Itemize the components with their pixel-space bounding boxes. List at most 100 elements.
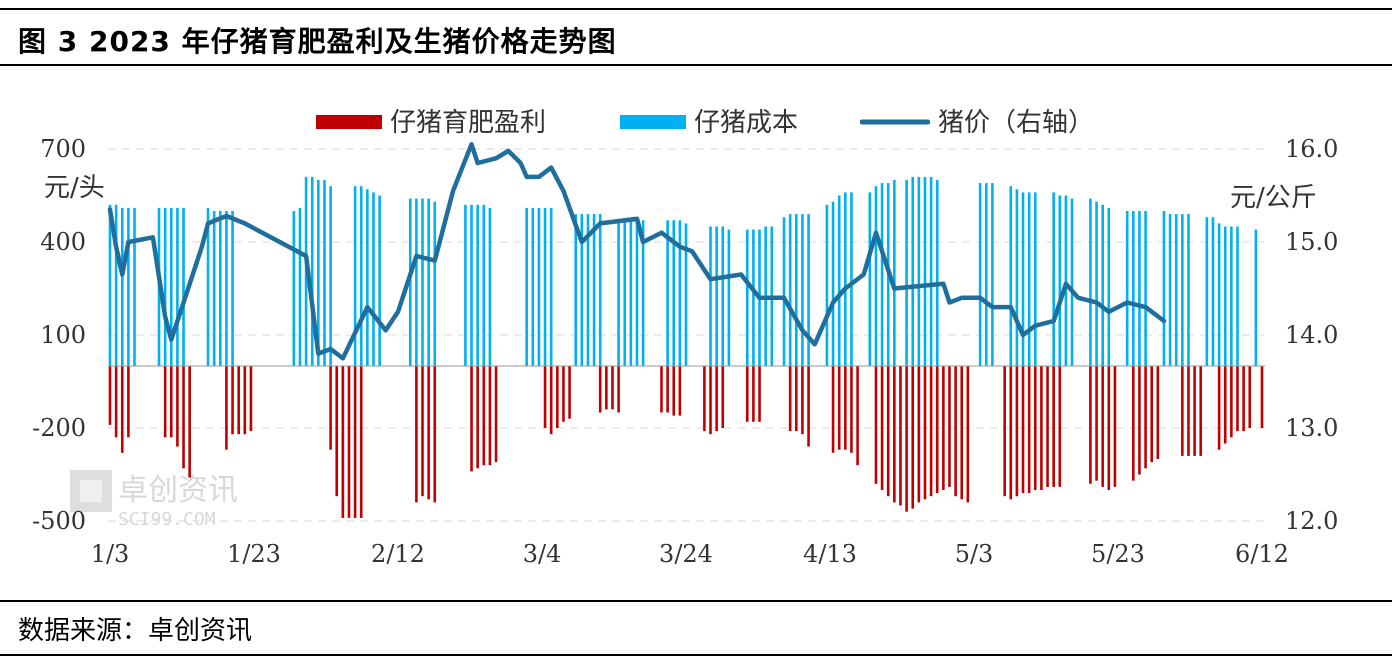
cost-bar-104 <box>1138 211 1141 366</box>
profit-bar-43 <box>709 366 712 435</box>
profit-bar-41 <box>678 366 682 416</box>
cost-bar-46 <box>598 214 602 366</box>
chart: 卓创资讯 SCI99.COM 700 400 100 -200 -500 16.0 15.… <box>32 108 1338 568</box>
cost-bar-7 <box>169 207 173 366</box>
profit-bar-10 <box>231 366 234 435</box>
cost-bar-90 <box>1015 189 1019 366</box>
cost-bar-117 <box>1254 229 1258 366</box>
left-tick-label: 700 <box>40 135 86 163</box>
cost-bar-116 <box>1236 226 1239 366</box>
profit-bar-51 <box>801 366 804 435</box>
cost-bar-109 <box>1181 214 1184 366</box>
profit-bar-96 <box>1193 366 1196 456</box>
profit-bar-70 <box>948 366 951 487</box>
left-tick-label: -500 <box>32 507 86 535</box>
left-axis-unit: 元/头 <box>44 173 105 203</box>
profit-bar-89 <box>1132 366 1135 481</box>
profit-bar-97 <box>1199 366 1203 456</box>
cost-bar-48 <box>623 220 627 366</box>
legend: 仔猪育肥盈利 仔猪成本 猪价（右轴） <box>316 108 1094 138</box>
profit-bar-102 <box>1242 366 1245 432</box>
right-tick-label: 13.0 <box>1285 414 1338 442</box>
cost-bar-2 <box>120 207 124 366</box>
cost-bar-40 <box>543 207 547 366</box>
x-tick-label: 5/23 <box>1091 540 1145 568</box>
x-tick-label: 3/4 <box>523 540 562 568</box>
left-tick-label: 100 <box>40 321 86 349</box>
profit-bar-24 <box>470 366 473 472</box>
watermark-text: 卓创资讯 <box>118 473 238 508</box>
profit-bar-95 <box>1187 366 1190 456</box>
cost-bar-93 <box>1033 192 1037 366</box>
profit-bar-7 <box>182 366 185 469</box>
cost-bar-88 <box>991 183 994 366</box>
cost-bar-80 <box>905 180 908 366</box>
end-rule <box>0 654 1392 656</box>
profit-bar-50 <box>794 366 798 432</box>
cost-bar-41 <box>549 207 553 366</box>
line-series <box>107 142 1167 361</box>
profit-bar-38 <box>660 366 663 413</box>
cost-bar-49 <box>629 220 633 366</box>
profit-bar-100 <box>1230 366 1233 438</box>
profit-bar-75 <box>1009 366 1013 500</box>
profit-bar-16 <box>341 366 345 518</box>
title-rule <box>0 64 1392 66</box>
profit-bar-34 <box>598 366 602 413</box>
cost-bar-44 <box>586 214 590 366</box>
cost-bar-26 <box>378 195 381 366</box>
right-axis-unit: 元/公斤 <box>1230 183 1317 213</box>
profit-bar-92 <box>1150 366 1154 463</box>
profit-bar-0 <box>108 366 112 425</box>
cost-bar-28 <box>415 198 418 366</box>
cost-bar-19 <box>317 180 320 366</box>
profit-bar-101 <box>1236 366 1239 432</box>
cost-bar-8 <box>176 207 179 366</box>
cost-bar-51 <box>641 220 645 366</box>
cost-bar-73 <box>844 192 847 366</box>
profit-bar-104 <box>1260 366 1264 428</box>
cost-bar-58 <box>721 226 725 366</box>
profit-bar-33 <box>568 366 571 419</box>
profit-bar-27 <box>488 366 492 466</box>
profit-bar-87 <box>1107 366 1111 490</box>
cost-bar-20 <box>323 180 326 366</box>
profit-bar-76 <box>1015 366 1019 497</box>
profit-bar-80 <box>1040 366 1043 490</box>
cost-bar-1 <box>114 204 118 366</box>
cost-bar-68 <box>801 214 804 366</box>
profit-bar-54 <box>837 366 841 450</box>
cost-bar-45 <box>592 214 596 366</box>
cost-bar-35 <box>482 204 486 366</box>
profit-bar-98 <box>1217 366 1221 450</box>
cost-bar-0 <box>108 204 112 366</box>
cost-bar-43 <box>580 214 584 366</box>
cost-bar-86 <box>978 183 982 366</box>
profit-bar-61 <box>893 366 896 503</box>
cost-bar-77 <box>880 183 884 366</box>
profit-bar-64 <box>911 366 915 509</box>
profit-bar-6 <box>176 366 179 447</box>
left-tick-label: -200 <box>32 414 86 442</box>
profit-bar-23 <box>433 366 437 503</box>
cost-bar-31 <box>433 201 437 366</box>
cost-bar-114 <box>1223 226 1227 366</box>
profit-bar-30 <box>549 366 553 435</box>
watermark-sub: SCI99.COM <box>118 509 216 530</box>
x-tick-label: 3/24 <box>659 540 713 568</box>
cost-bar-15 <box>292 211 296 366</box>
profit-bar-47 <box>752 366 755 422</box>
profit-bar-29 <box>543 366 547 428</box>
profit-bar-13 <box>249 366 253 432</box>
legend-swatch-0 <box>316 115 382 129</box>
bar-series <box>108 176 1264 518</box>
cost-bar-100 <box>1101 204 1104 366</box>
cost-bar-38 <box>531 207 535 366</box>
cost-bar-6 <box>163 207 167 366</box>
cost-bar-21 <box>329 186 332 366</box>
cost-bar-74 <box>850 192 853 366</box>
cost-bar-3 <box>127 207 130 366</box>
cost-bar-37 <box>525 207 528 366</box>
profit-bar-49 <box>788 366 792 432</box>
profit-bar-65 <box>917 366 921 503</box>
